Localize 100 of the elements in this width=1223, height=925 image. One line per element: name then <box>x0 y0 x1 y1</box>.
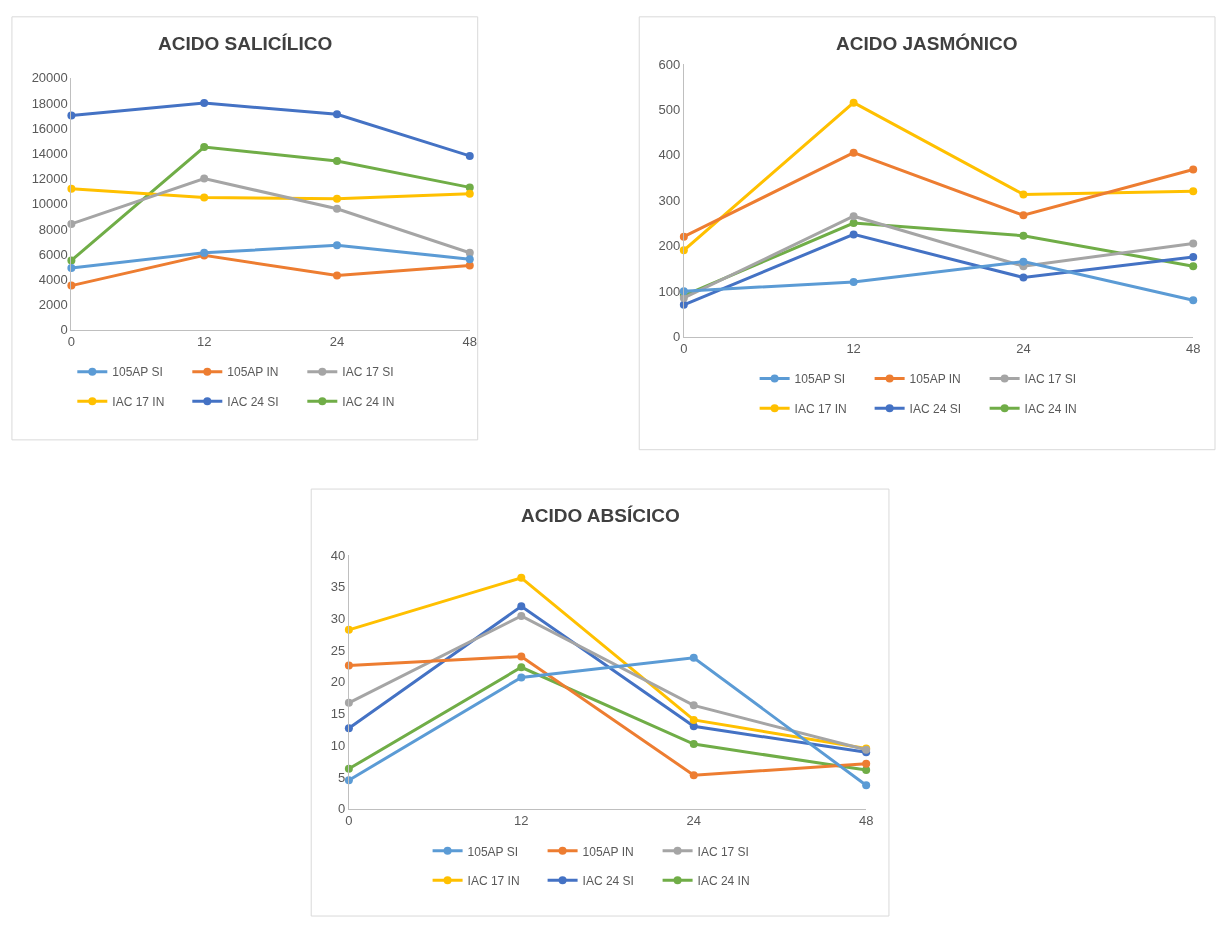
y-tick-label: 10000 <box>31 196 68 212</box>
point <box>344 698 353 707</box>
point <box>465 255 474 264</box>
x-tick-label: 48 <box>462 334 477 350</box>
point <box>1019 190 1028 199</box>
point <box>332 204 341 213</box>
point <box>465 183 474 192</box>
point <box>849 278 858 287</box>
y-tick-label: 200 <box>658 238 681 254</box>
legend-label: 105AP IN <box>227 365 279 380</box>
legend-label: IAC 24 SI <box>582 874 634 889</box>
x-tick-label: 24 <box>1016 341 1031 357</box>
chart-title: ACIDO JASMÓNICO <box>836 33 1018 54</box>
y-tick-label: 25 <box>330 642 346 658</box>
point <box>1189 187 1198 196</box>
legend-label: IAC 24 SI <box>909 401 961 416</box>
point <box>1019 257 1028 266</box>
point <box>332 156 341 165</box>
point <box>517 602 526 611</box>
point <box>332 110 341 119</box>
y-tick-label: 100 <box>658 283 681 299</box>
y-tick-label: 18000 <box>31 95 68 111</box>
x-tick-label: 12 <box>846 341 861 357</box>
legend-label: 105AP IN <box>582 844 634 859</box>
point <box>332 241 341 250</box>
point <box>200 193 209 202</box>
point <box>517 652 526 661</box>
y-tick-label: 40 <box>330 547 346 563</box>
point <box>344 776 353 785</box>
point <box>200 99 209 108</box>
point <box>689 653 698 662</box>
point <box>517 673 526 682</box>
point <box>344 661 353 670</box>
y-tick-label: 4000 <box>38 271 68 287</box>
legend-label: 105AP SI <box>112 365 163 380</box>
point <box>1189 239 1198 248</box>
point <box>1189 165 1198 174</box>
point <box>200 174 209 183</box>
chart-title: ACIDO ABSÍCICO <box>521 505 680 526</box>
x-tick-label: 12 <box>514 813 529 829</box>
point <box>1189 296 1198 305</box>
y-tick-label: 16000 <box>31 120 68 136</box>
legend-label: 105AP SI <box>794 372 846 387</box>
point <box>344 764 353 773</box>
point <box>1189 253 1198 262</box>
legend-label: IAC 17 IN <box>794 401 847 416</box>
point <box>849 98 858 107</box>
legend-label: 105AP SI <box>467 844 519 859</box>
point <box>517 663 526 672</box>
point <box>862 759 871 768</box>
y-tick-label: 35 <box>330 579 346 595</box>
point <box>465 151 474 160</box>
point <box>849 148 858 157</box>
legend-label: IAC 24 IN <box>697 874 750 889</box>
point <box>689 740 698 749</box>
legend-label: IAC 17 SI <box>342 365 394 380</box>
point <box>344 724 353 733</box>
point <box>332 194 341 203</box>
x-tick-label: 48 <box>1185 341 1201 357</box>
point <box>1019 273 1028 282</box>
legend-label: IAC 24 SI <box>227 394 279 409</box>
legend-label: IAC 17 SI <box>697 844 749 859</box>
y-tick-label: 8000 <box>38 221 68 237</box>
legend-label: IAC 17 IN <box>467 874 520 889</box>
y-tick-label: 600 <box>658 56 681 72</box>
point <box>517 573 526 582</box>
x-tick-label: 24 <box>329 334 345 350</box>
point <box>849 219 858 228</box>
point <box>679 232 688 241</box>
point <box>689 701 698 710</box>
point <box>679 246 688 255</box>
y-tick-label: 0 <box>338 801 346 817</box>
y-tick-label: 6000 <box>38 246 68 262</box>
y-tick-label: 2000 <box>38 297 68 313</box>
point <box>689 715 698 724</box>
point <box>1019 211 1028 220</box>
x-tick-label: 12 <box>196 334 212 350</box>
point <box>849 230 858 239</box>
point <box>1019 231 1028 240</box>
legend-label: IAC 24 IN <box>342 394 395 409</box>
point <box>200 143 209 152</box>
point <box>689 771 698 780</box>
y-tick-label: 5 <box>338 769 346 785</box>
y-tick-label: 20000 <box>31 70 68 86</box>
y-tick-label: 14000 <box>31 145 68 161</box>
x-tick-label: 48 <box>858 813 874 829</box>
point <box>862 781 871 790</box>
y-tick-label: 12000 <box>31 171 68 187</box>
point <box>332 271 341 280</box>
y-tick-label: 400 <box>658 147 681 163</box>
point <box>344 625 353 634</box>
y-tick-label: 10 <box>330 737 346 753</box>
chart-title: ACIDO SALICÍLICO <box>158 33 333 54</box>
point <box>849 212 858 221</box>
legend-label: IAC 17 IN <box>112 394 165 409</box>
x-tick-label: 24 <box>686 813 701 829</box>
y-tick-label: 0 <box>60 322 68 338</box>
y-tick-label: 15 <box>330 706 346 722</box>
legend-label: 105AP IN <box>909 372 961 387</box>
point <box>465 189 474 198</box>
